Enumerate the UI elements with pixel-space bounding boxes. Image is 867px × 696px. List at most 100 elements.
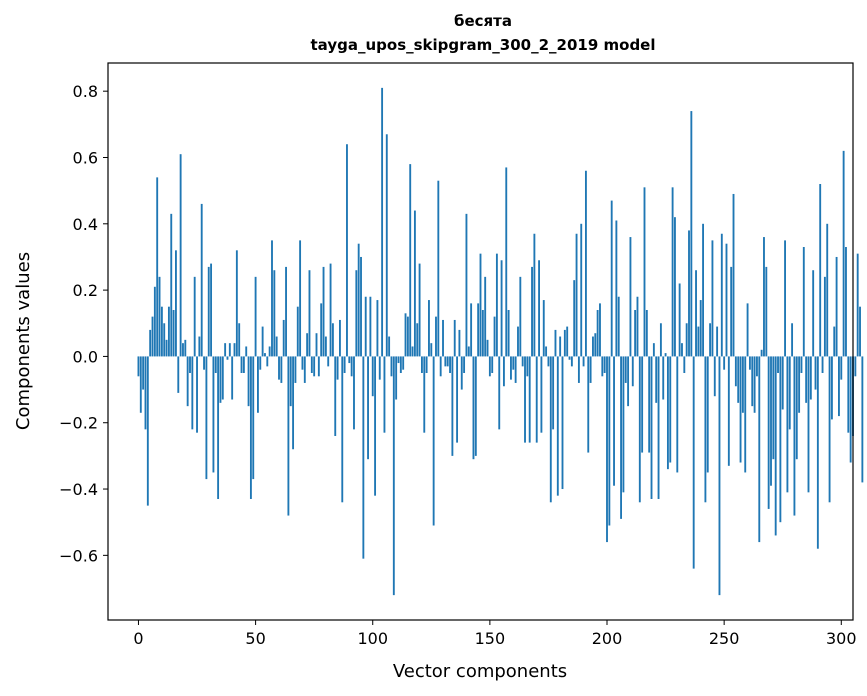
bar-306 — [854, 356, 857, 377]
bar-151 — [491, 356, 494, 373]
bar-160 — [512, 356, 515, 370]
bar-201 — [608, 356, 611, 526]
bar-153 — [495, 253, 498, 357]
bar-307 — [856, 253, 859, 357]
bar-119 — [416, 323, 419, 357]
bar-134 — [451, 356, 454, 456]
bar-104 — [381, 87, 384, 357]
bar-75 — [313, 356, 316, 377]
bar-20 — [184, 339, 187, 357]
bar-257 — [739, 356, 742, 463]
bar-98 — [367, 356, 369, 460]
bar-130 — [442, 319, 444, 357]
bar-206 — [620, 356, 622, 519]
bar-288 — [812, 270, 815, 357]
bar-229 — [674, 217, 676, 357]
y-tick-label: 0.2 — [73, 281, 98, 300]
bar-45 — [242, 356, 245, 373]
bar-214 — [638, 356, 641, 503]
bar-93 — [355, 270, 358, 357]
bar-31 — [210, 263, 213, 357]
bar-285 — [805, 356, 808, 403]
bar-131 — [444, 356, 447, 367]
bar-246 — [713, 356, 716, 397]
bar-215 — [641, 356, 644, 453]
bar-25 — [196, 356, 198, 433]
bar-135 — [453, 319, 456, 357]
x-tick-label: 300 — [826, 629, 857, 648]
bar-79 — [322, 266, 325, 357]
bar-116 — [409, 164, 412, 357]
bar-203 — [613, 356, 615, 486]
bar-193 — [589, 356, 592, 383]
bar-30 — [207, 266, 210, 357]
bar-170 — [535, 356, 538, 443]
bar-115 — [406, 316, 409, 357]
bar-172 — [540, 356, 543, 433]
y-tick-label: −0.2 — [59, 414, 98, 433]
bar-118 — [413, 210, 416, 357]
bar-298 — [835, 256, 838, 357]
bar-228 — [671, 187, 674, 357]
bar-158 — [507, 310, 510, 357]
bar-263 — [753, 356, 756, 413]
bar-221 — [655, 356, 658, 403]
bar-124 — [428, 300, 430, 357]
y-tick-label: 0.0 — [73, 347, 98, 366]
bar-32 — [212, 356, 215, 473]
bar-112 — [399, 356, 402, 373]
bar-194 — [592, 336, 594, 357]
bar-74 — [310, 356, 313, 373]
bar-255 — [734, 356, 737, 387]
x-tick-label: 50 — [245, 629, 265, 648]
bar-256 — [737, 356, 740, 403]
bar-149 — [486, 339, 489, 357]
bar-195 — [594, 333, 597, 357]
bar-66 — [292, 356, 295, 450]
bar-150 — [488, 356, 491, 377]
bar-199 — [603, 356, 606, 373]
bar-90 — [348, 356, 351, 364]
bar-213 — [636, 296, 639, 357]
bar-5 — [149, 329, 152, 357]
bar-180 — [559, 336, 562, 357]
bar-301 — [842, 150, 845, 357]
bar-184 — [568, 356, 571, 360]
bar-0 — [137, 356, 140, 377]
bar-21 — [186, 356, 189, 407]
bar-220 — [652, 343, 655, 357]
bar-99 — [369, 296, 372, 357]
bar-189 — [580, 223, 583, 357]
bar-62 — [282, 319, 285, 357]
x-tick-label: 150 — [475, 629, 506, 648]
bar-238 — [695, 270, 697, 357]
bar-76 — [315, 333, 318, 357]
bar-211 — [631, 356, 634, 387]
bar-103 — [378, 356, 381, 380]
bar-9 — [158, 276, 161, 357]
bar-14 — [170, 213, 173, 357]
bar-282 — [798, 356, 801, 413]
bar-258 — [741, 356, 744, 413]
bar-236 — [690, 111, 693, 357]
bar-286 — [807, 356, 810, 493]
bar-293 — [823, 276, 826, 357]
bar-36 — [221, 356, 224, 400]
bar-24 — [193, 276, 196, 357]
bar-139 — [463, 356, 466, 373]
bar-53 — [261, 326, 264, 357]
bar-29 — [205, 356, 208, 480]
bar-86 — [339, 319, 341, 357]
bar-110 — [395, 356, 398, 400]
bar-233 — [683, 356, 686, 373]
bar-291 — [819, 184, 822, 357]
bar-304 — [849, 356, 852, 463]
bar-155 — [500, 260, 503, 357]
bar-37 — [224, 343, 227, 357]
bar-244 — [709, 323, 712, 357]
bar-278 — [788, 356, 791, 430]
x-tick-label: 200 — [592, 629, 623, 648]
bar-10 — [160, 306, 163, 357]
bar-55 — [266, 356, 269, 367]
bar-12 — [165, 339, 168, 357]
